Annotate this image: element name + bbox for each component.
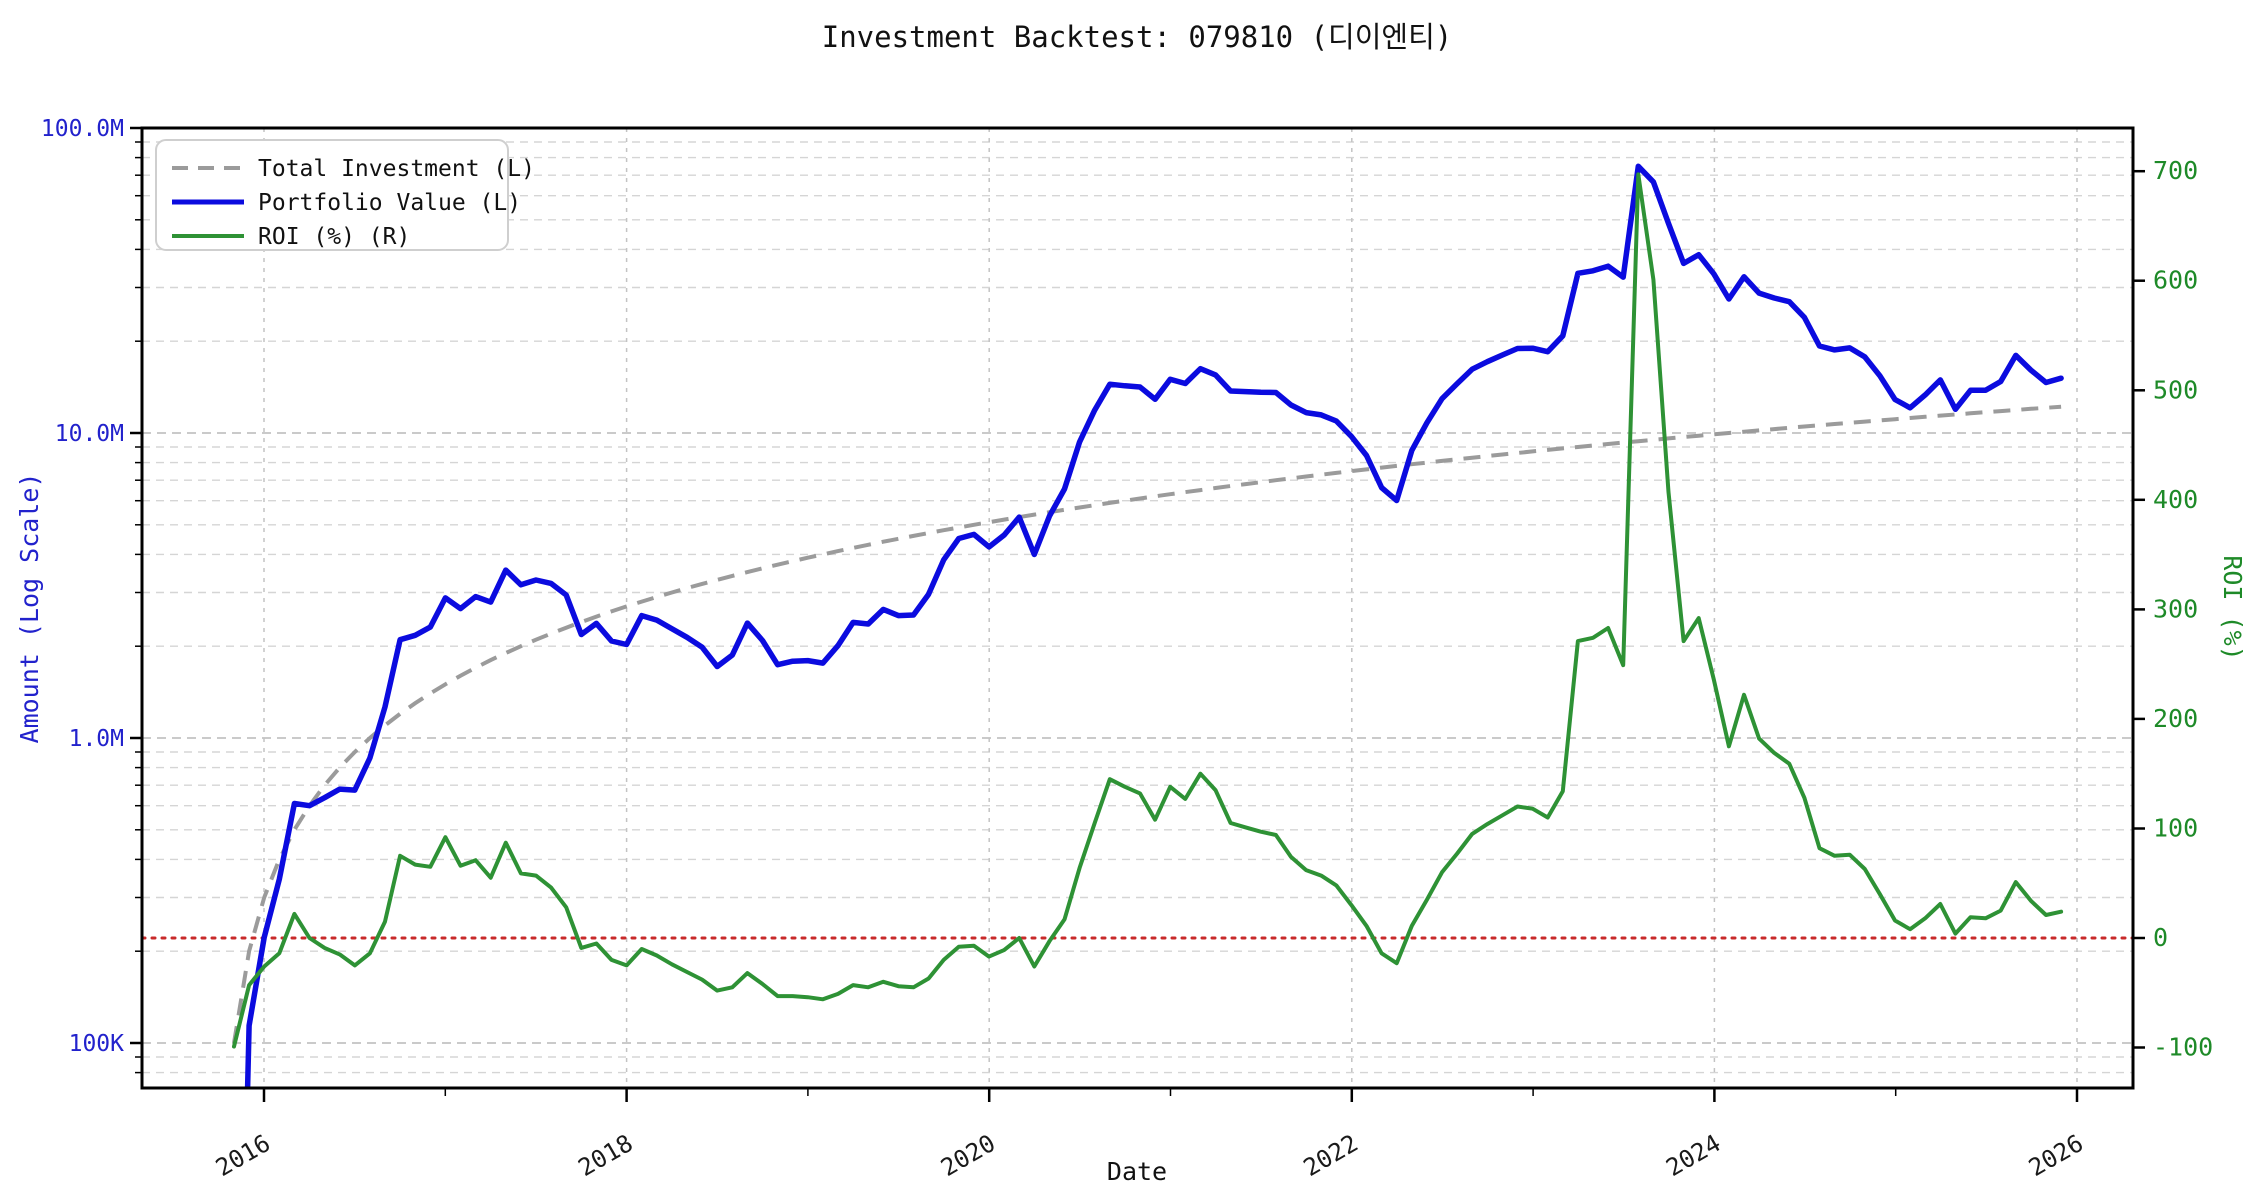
- axis-ticks-and-labels: 100.0M 10.0M 1.0M 100K 700 600 500 400 300 200 100…: [41, 116, 2213, 1182]
- y-right-tick-label: 100: [2153, 814, 2198, 843]
- portfolio-value-line: [244, 163, 2064, 1088]
- y-right-tick-label: 400: [2153, 485, 2198, 514]
- y-right-tick-label: 700: [2153, 156, 2198, 185]
- y-left-tick-label: 1.0M: [69, 726, 124, 752]
- x-tick-label: 2022: [1299, 1129, 1363, 1182]
- y-right-tick-label: 300: [2153, 594, 2198, 623]
- y-left-tick-label: 100.0M: [41, 116, 124, 142]
- y-left-tick-label: 100K: [69, 1031, 125, 1057]
- plot-frame: [140, 126, 2135, 1090]
- grid-lines: [142, 128, 2133, 1088]
- chart-title: Investment Backtest: 079810 (디이엔티): [822, 20, 1453, 54]
- y-left-axis-label: Amount (Log Scale): [15, 473, 44, 744]
- y-right-tick-label: 200: [2153, 704, 2198, 733]
- y-right-axis-label: ROI (%): [2218, 555, 2247, 660]
- total-investment-line: [232, 404, 2062, 1044]
- y-right-tick-label: 600: [2153, 266, 2198, 295]
- y-right-tick-label: -100: [2153, 1033, 2213, 1062]
- legend-label-total-investment: Total Investment (L): [258, 156, 535, 182]
- x-tick-label: 2026: [2024, 1129, 2088, 1182]
- y-right-tick-label: 500: [2153, 375, 2198, 404]
- legend: Total Investment (L) Portfolio Value (L)…: [155, 139, 535, 251]
- series-lines: [142, 163, 2133, 1088]
- x-tick-label: 2018: [574, 1129, 638, 1182]
- x-tick-label: 2020: [936, 1129, 1000, 1182]
- legend-label-roi: ROI (%) (R): [258, 224, 410, 250]
- legend-box: [155, 139, 509, 251]
- y-left-tick-label: 10.0M: [55, 421, 124, 447]
- x-tick-label: 2024: [1661, 1129, 1725, 1182]
- axes-frame: [140, 126, 2135, 1090]
- y-right-tick-label: 0: [2153, 923, 2168, 952]
- x-axis-label: Date: [1107, 1157, 1167, 1186]
- legend-label-portfolio-value: Portfolio Value (L): [258, 190, 521, 216]
- x-tick-label: 2016: [211, 1129, 275, 1182]
- roi-line: [232, 172, 2064, 1049]
